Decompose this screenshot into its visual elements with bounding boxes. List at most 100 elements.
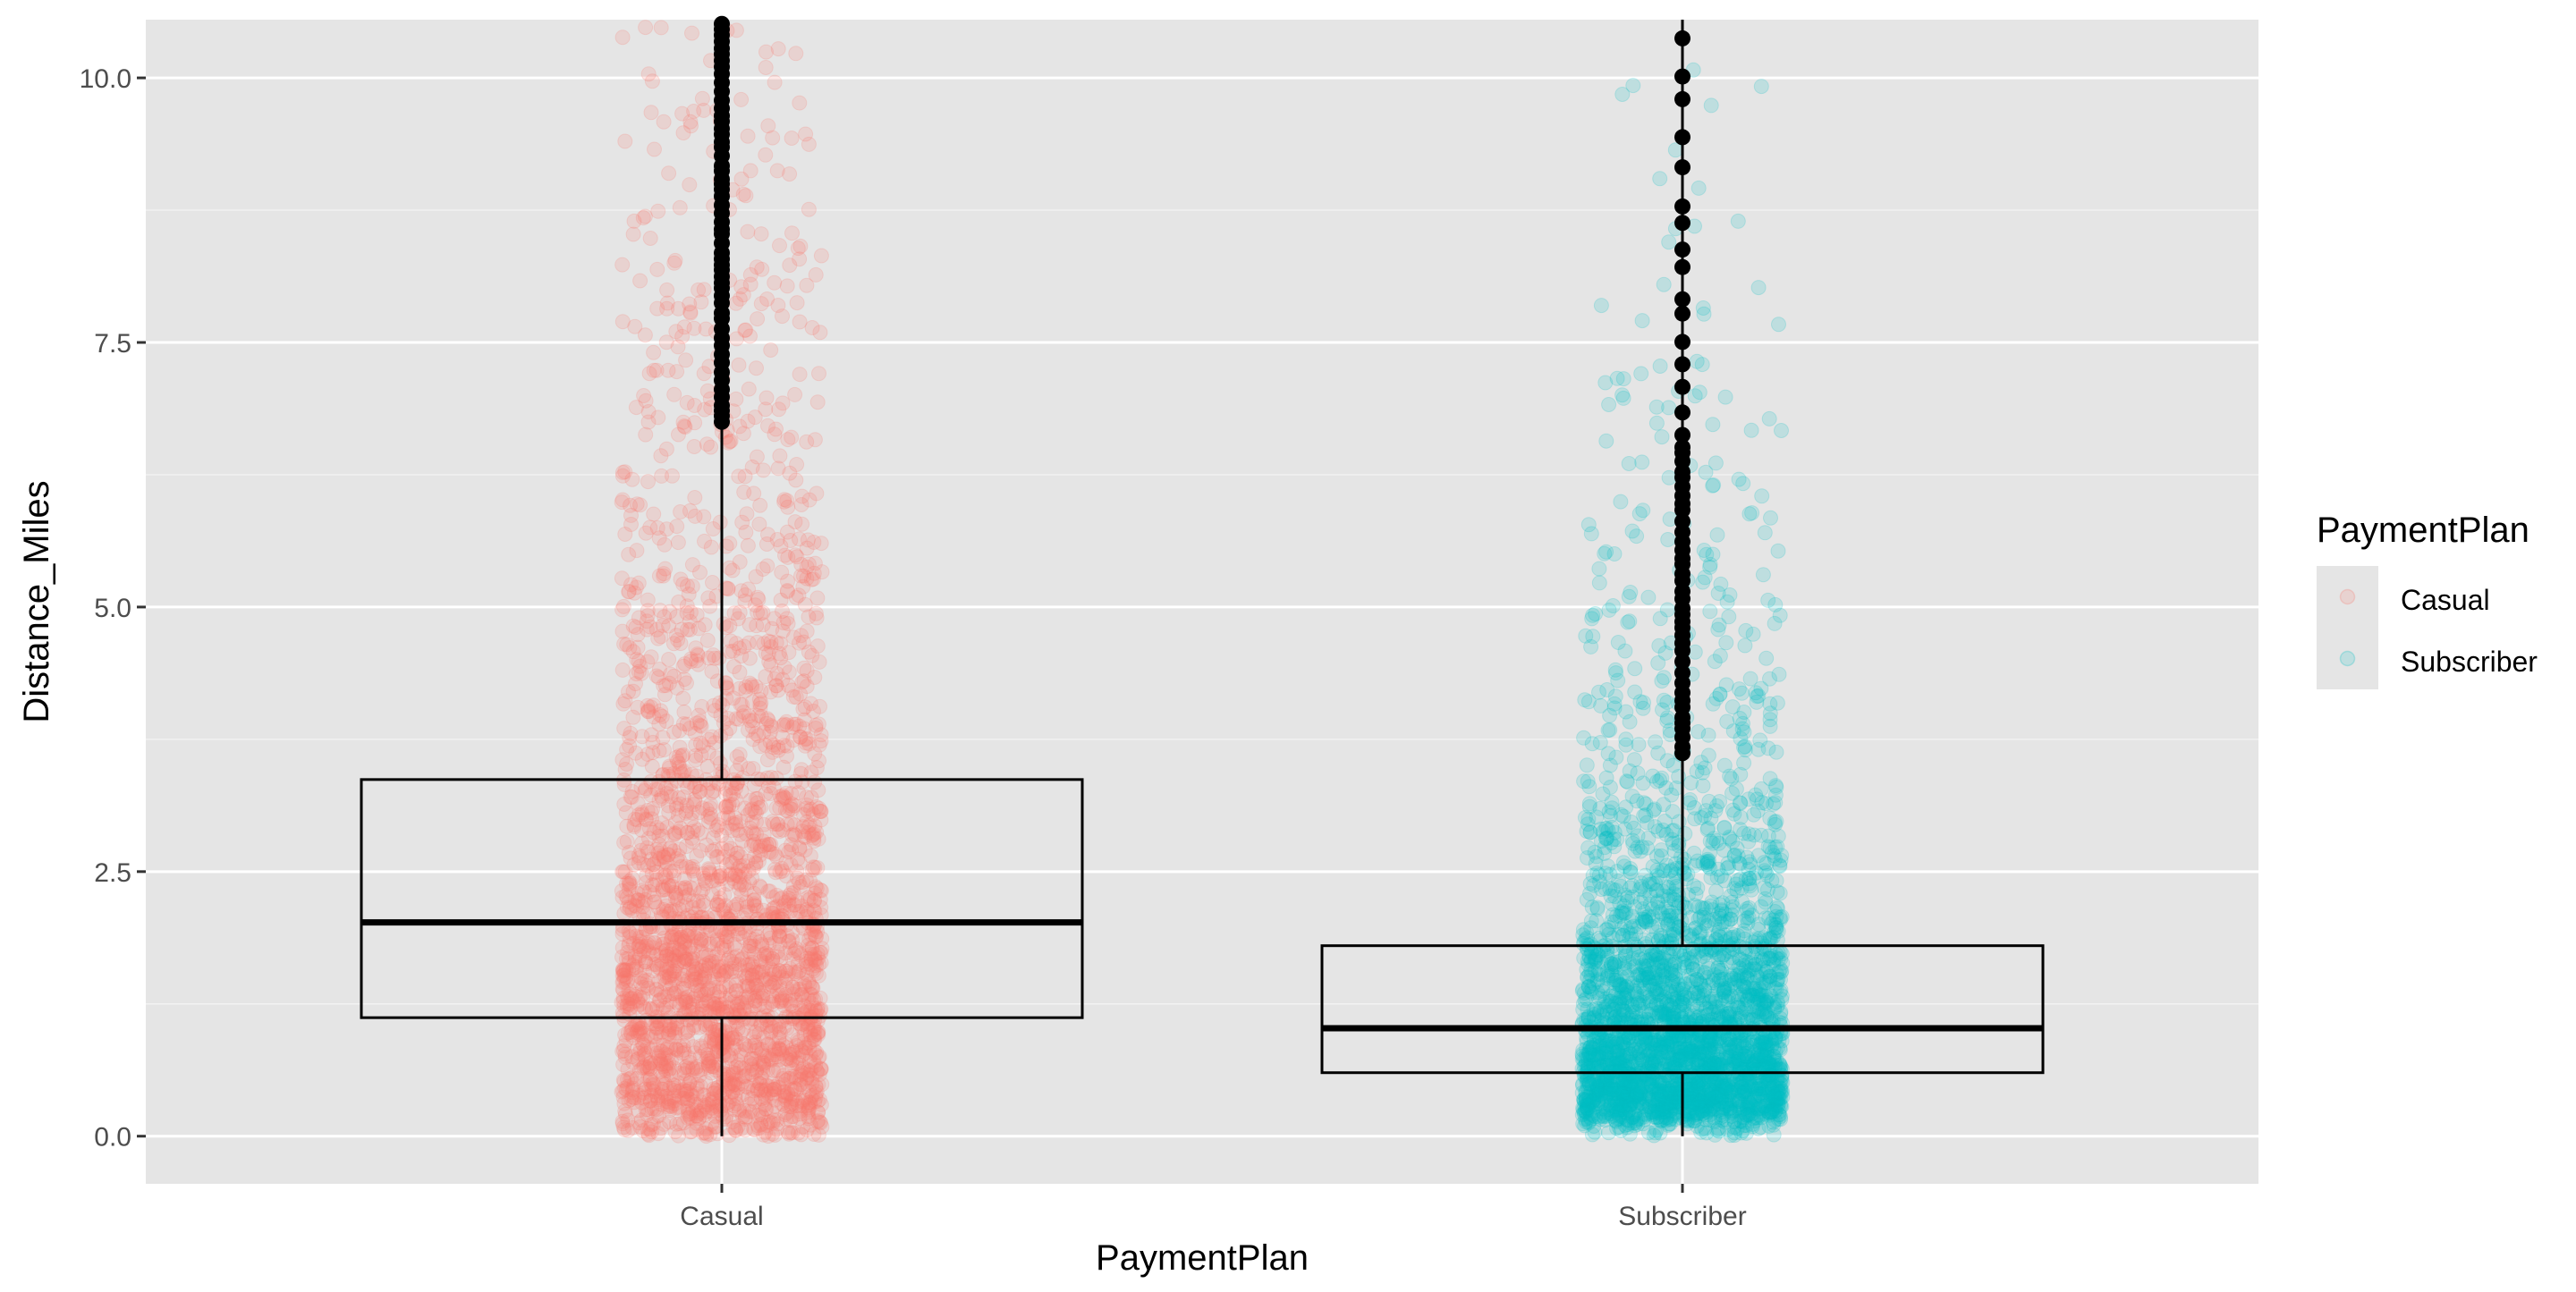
casual-jitter-point (808, 747, 822, 761)
casual-jitter-point (726, 787, 741, 801)
casual-jitter-point (644, 788, 658, 802)
casual-jitter-point (775, 396, 790, 410)
casual-jitter-point (785, 1126, 800, 1140)
casual-jitter-point (773, 239, 787, 253)
casual-jitter-point (780, 494, 794, 508)
subscriber-jitter-point (1662, 235, 1676, 249)
casual-jitter-point (654, 21, 668, 35)
casual-jitter-point (696, 1087, 710, 1102)
casual-jitter-point (652, 663, 666, 677)
casual-jitter-point (780, 279, 794, 293)
casual-jitter-point (784, 534, 798, 548)
casual-jitter-point (655, 816, 669, 831)
casual-jitter-point (796, 875, 810, 890)
subscriber-jitter-point (1737, 740, 1751, 755)
casual-jitter-point (773, 449, 787, 463)
casual-jitter-point (788, 387, 802, 401)
casual-jitter-point (679, 898, 693, 912)
casual-jitter-point (814, 249, 828, 263)
casual-jitter-point (724, 841, 738, 856)
casual-jitter-point (674, 859, 689, 874)
casual-jitter-point (697, 103, 711, 117)
subscriber-jitter-point (1622, 457, 1636, 471)
subscriber-jitter-point (1651, 656, 1665, 671)
subscriber-jitter-point (1704, 98, 1718, 113)
casual-jitter-point (726, 900, 741, 915)
casual-jitter-point (727, 950, 741, 965)
casual-jitter-point (710, 820, 724, 834)
casual-jitter-point (777, 660, 792, 674)
casual-jitter-point (682, 297, 697, 311)
casual-jitter-point (784, 430, 799, 444)
casual-jitter-point (801, 202, 816, 216)
casual-jitter-point (713, 1001, 727, 1016)
casual-jitter-point (667, 387, 682, 401)
casual-jitter-point (755, 262, 769, 276)
casual-jitter-point (731, 823, 745, 838)
casual-jitter-point (716, 1039, 731, 1053)
casual-jitter-point (754, 227, 768, 241)
subscriber-jitter-point (1701, 748, 1716, 763)
casual-jitter-point (758, 1125, 773, 1139)
casual-jitter-point (641, 475, 656, 489)
casual-jitter-point (650, 521, 665, 536)
subscriber-jitter-point (1597, 546, 1612, 561)
casual-jitter-point (767, 427, 782, 442)
casual-jitter-point (743, 958, 758, 972)
casual-jitter-point (706, 576, 720, 590)
casual-jitter-point (739, 323, 753, 337)
casual-jitter-point (687, 321, 701, 335)
casual-jitter-point (804, 988, 818, 1002)
casual-jitter-point (725, 1085, 740, 1099)
casual-jitter-point (811, 951, 826, 966)
casual-jitter-point (739, 189, 753, 203)
subscriber-jitter-point (1773, 608, 1787, 622)
casual-jitter-point (760, 712, 775, 726)
casual-jitter-point (684, 119, 699, 133)
casual-jitter-point (657, 114, 671, 129)
casual-jitter-point (801, 1098, 816, 1112)
casual-jitter-point (628, 955, 642, 969)
subscriber-jitter-point (1771, 544, 1785, 558)
casual-jitter-point (810, 1014, 825, 1028)
casual-jitter-point (636, 940, 650, 954)
casual-jitter-point (758, 148, 773, 162)
casual-jitter-point (750, 312, 765, 326)
casual-jitter-point (660, 856, 674, 870)
casual-jitter-point (735, 697, 750, 712)
casual-jitter-point (780, 749, 794, 764)
casual-jitter-point (801, 905, 816, 919)
casual-jitter-point (620, 757, 634, 772)
casual-jitter-point (691, 621, 706, 636)
casual-jitter-point (682, 587, 696, 602)
casual-jitter-point (659, 998, 674, 1012)
casual-jitter-point (781, 617, 795, 631)
casual-jitter-point (645, 74, 659, 89)
casual-jitter-point (615, 624, 630, 638)
casual-jitter-point (797, 661, 811, 675)
casual-jitter-point (723, 536, 737, 551)
casual-jitter-point (615, 30, 630, 45)
casual-jitter-point (815, 1077, 829, 1092)
casual-jitter-point (649, 363, 664, 377)
casual-jitter-point (764, 343, 778, 358)
casual-jitter-point (769, 636, 784, 650)
casual-jitter-point (673, 723, 687, 738)
subscriber-jitter-point (1772, 667, 1786, 681)
casual-jitter-point (670, 365, 684, 379)
casual-jitter-point (732, 469, 746, 484)
casual-jitter-point (624, 518, 639, 532)
casual-jitter-point (795, 489, 809, 503)
casual-jitter-point (615, 891, 630, 905)
casual-jitter-point (740, 507, 754, 521)
casual-jitter-point (750, 985, 765, 1000)
casual-jitter-point (655, 469, 669, 483)
casual-jitter-point (617, 637, 631, 651)
subscriber-jitter-point (1655, 430, 1669, 444)
casual-jitter-point (626, 710, 640, 724)
casual-jitter-point (640, 614, 654, 629)
casual-jitter-point (813, 325, 827, 340)
casual-jitter-point (808, 433, 822, 447)
casual-jitter-point (644, 106, 658, 120)
subscriber-jitter-point (1703, 604, 1717, 619)
